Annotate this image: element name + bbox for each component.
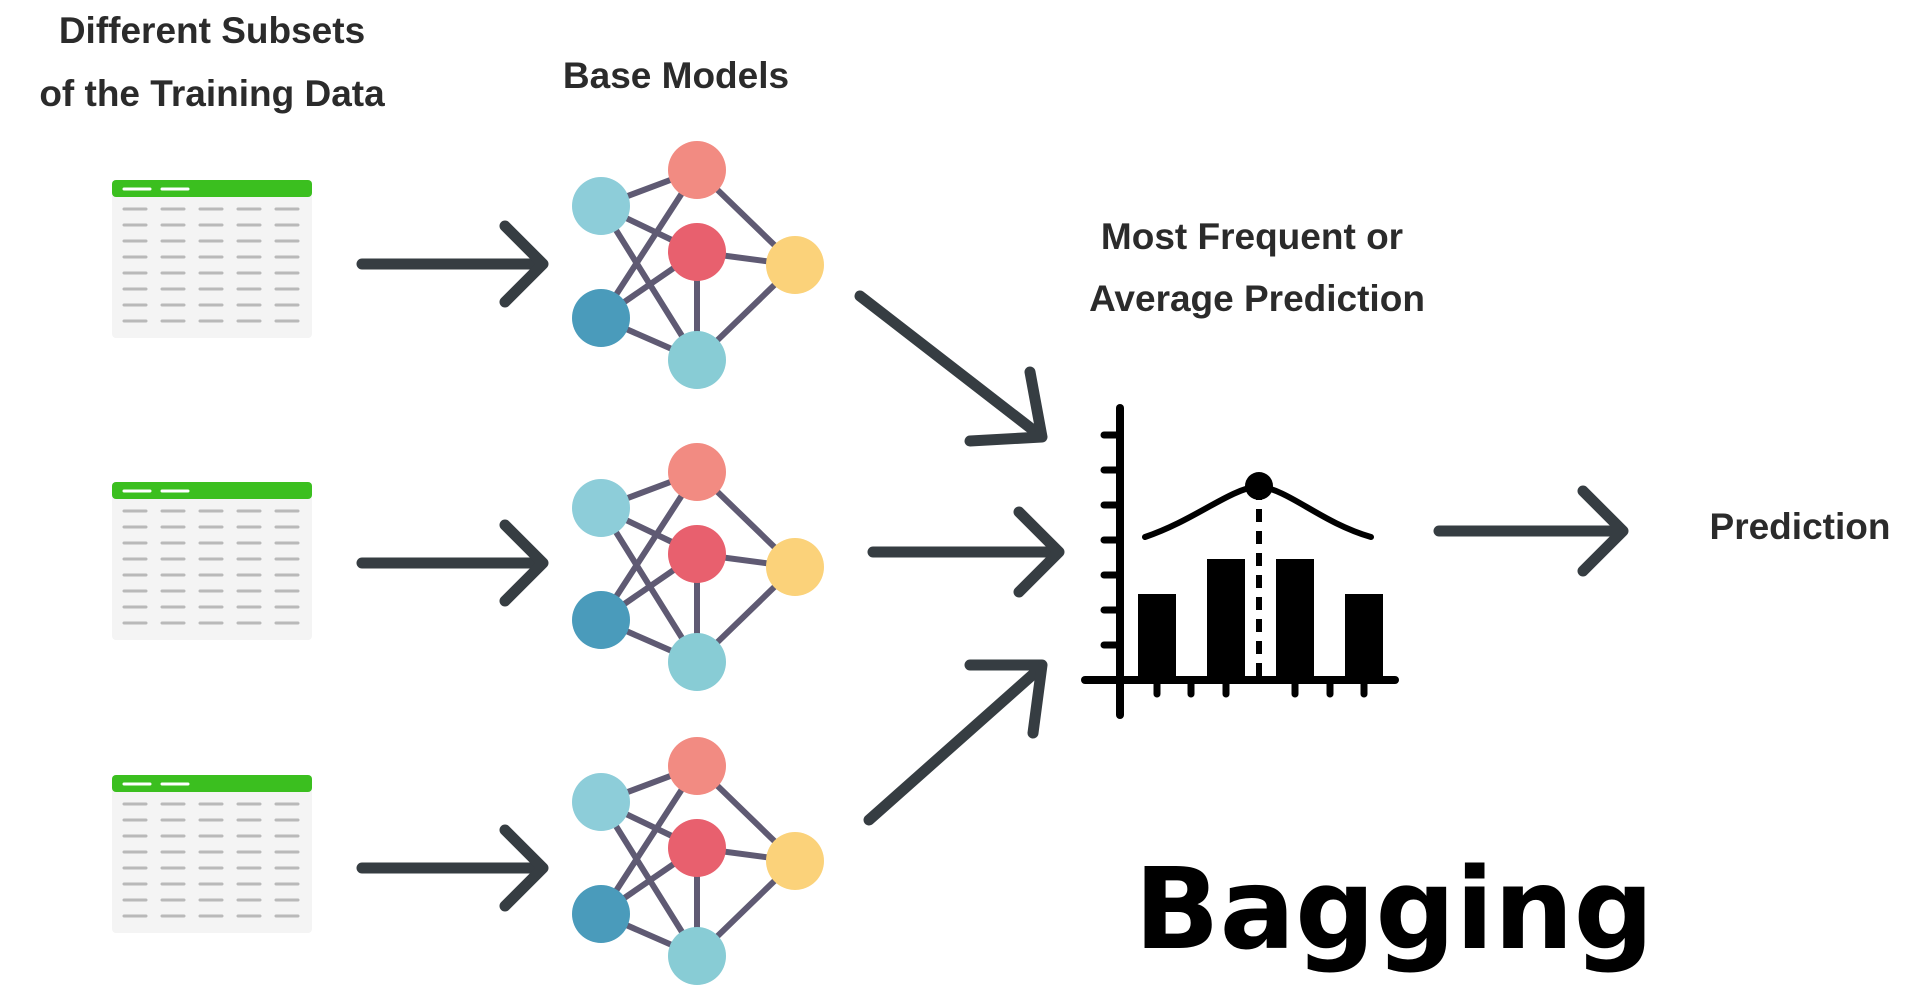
arrow-icon xyxy=(362,226,543,302)
network-node xyxy=(668,141,726,199)
network-node xyxy=(766,236,824,294)
aggregate-label-line2: Average Prediction xyxy=(1089,278,1425,319)
neural-network-icon xyxy=(572,737,824,985)
data-tables xyxy=(112,180,312,933)
network-node xyxy=(572,479,630,537)
prediction-label: Prediction xyxy=(1710,506,1891,547)
histogram-chart-icon xyxy=(1085,408,1395,715)
subsets-label-line2: of the Training Data xyxy=(39,73,385,114)
neural-network-icon xyxy=(572,141,824,389)
arrow-icon xyxy=(362,830,543,906)
network-node xyxy=(668,223,726,281)
peak-point xyxy=(1245,472,1273,500)
arrow-icon xyxy=(362,525,543,601)
chart-bar xyxy=(1345,594,1383,680)
arrow-icon xyxy=(860,296,1042,441)
chart-bar xyxy=(1276,559,1314,680)
network-node xyxy=(572,177,630,235)
base-models-label: Base Models xyxy=(563,55,789,96)
arrow-icon xyxy=(873,512,1059,592)
neural-network-icon xyxy=(572,443,824,691)
model-to-chart-arrows xyxy=(860,296,1059,820)
network-node xyxy=(572,289,630,347)
subsets-label-line1: Different Subsets xyxy=(59,10,365,51)
network-node xyxy=(572,885,630,943)
bagging-title: Bagging xyxy=(1134,845,1654,975)
network-node xyxy=(668,927,726,985)
data-table-icon xyxy=(112,775,312,933)
data-table-icon xyxy=(112,482,312,640)
arrow-icon xyxy=(1439,491,1623,571)
network-node xyxy=(668,633,726,691)
network-node xyxy=(668,525,726,583)
network-node xyxy=(668,819,726,877)
network-node xyxy=(766,832,824,890)
chart-bar xyxy=(1138,594,1176,680)
base-models xyxy=(572,141,824,985)
chart-bar xyxy=(1207,559,1245,680)
aggregate-label-line1: Most Frequent or xyxy=(1101,216,1403,257)
network-node xyxy=(766,538,824,596)
arrow-icon xyxy=(869,665,1042,820)
table-to-model-arrows xyxy=(362,226,543,906)
network-node xyxy=(668,331,726,389)
network-node xyxy=(572,773,630,831)
chart-y-ticks xyxy=(1104,435,1120,645)
network-node xyxy=(668,737,726,795)
network-node xyxy=(572,591,630,649)
data-table-icon xyxy=(112,180,312,338)
network-node xyxy=(668,443,726,501)
